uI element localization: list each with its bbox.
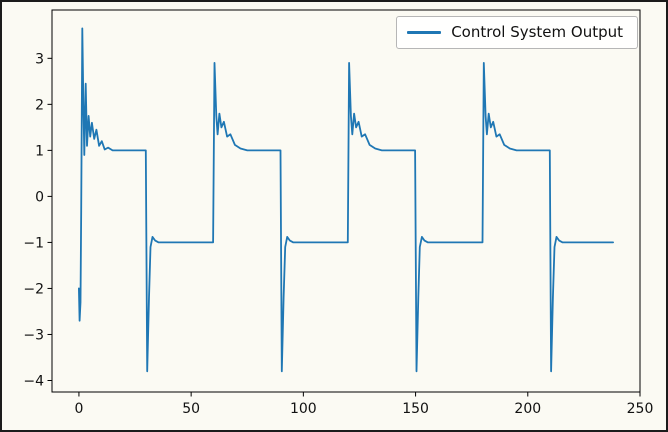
y-tick-label: −2 (23, 281, 44, 297)
x-tick-label: 200 (514, 401, 541, 417)
legend-line-sample (407, 31, 442, 34)
axes-spines (51, 9, 641, 393)
x-tick-label: 50 (182, 401, 200, 417)
y-tick-label: 1 (35, 143, 44, 159)
x-tick-label: 0 (74, 401, 83, 417)
y-tick-label: 0 (35, 189, 44, 205)
y-tick-label: −4 (23, 373, 44, 389)
y-tick-label: 2 (35, 97, 44, 113)
y-tick-label: −1 (23, 235, 44, 251)
legend-label: Control System Output (451, 23, 623, 41)
axes-face (52, 10, 640, 392)
series-line (78, 27, 614, 373)
x-tick-label: 250 (627, 401, 654, 417)
x-tick-label: 150 (402, 401, 429, 417)
y-tick-label: −3 (23, 327, 44, 343)
x-tick-label: 100 (290, 401, 317, 417)
y-tick-label: 3 (35, 51, 44, 67)
legend: Control System Output (396, 16, 638, 49)
